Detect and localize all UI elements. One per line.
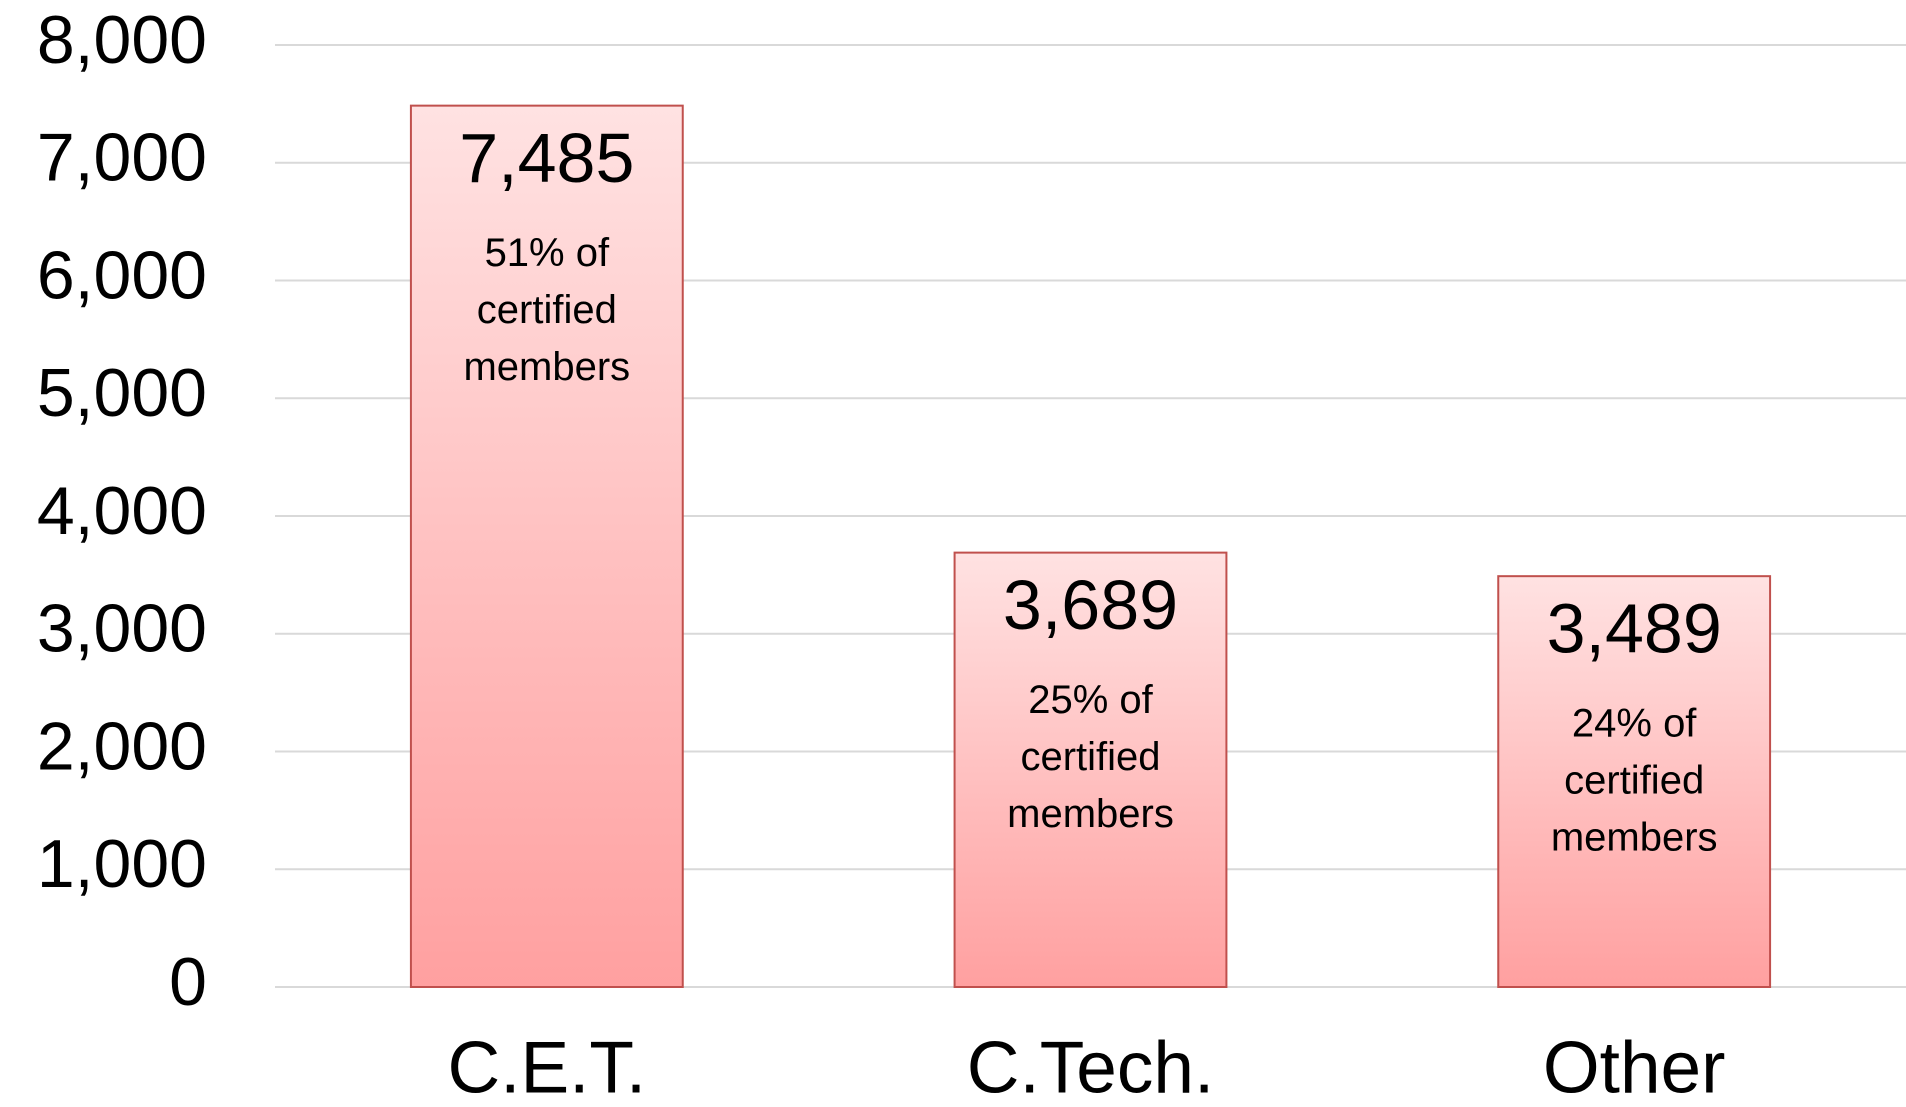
x-tick-label: C.E.T. (447, 1027, 646, 1107)
x-tick-label: Other (1543, 1027, 1726, 1107)
bar (953, 551, 1228, 988)
annotation: certified (477, 288, 617, 332)
annotation: members (1007, 792, 1174, 836)
annotation: 24% of (1572, 702, 1697, 746)
bar (1497, 575, 1772, 988)
x-tick-label: C.Tech. (967, 1027, 1214, 1107)
annotation: certified (1564, 759, 1704, 803)
bar (409, 104, 684, 989)
value-label: 3,689 (1003, 566, 1178, 644)
value-label: 3,489 (1547, 590, 1722, 668)
annotation: certified (1020, 735, 1160, 779)
y-tick-label: 5,000 (37, 355, 207, 431)
y-tick-label: 3,000 (37, 591, 207, 667)
y-tick-label: 8,000 (37, 2, 207, 78)
y-tick-label: 7,000 (37, 120, 207, 196)
y-tick-label: 1,000 (37, 826, 207, 902)
annotation: 51% of (485, 231, 610, 275)
y-tick-label: 4,000 (37, 473, 207, 549)
annotation: members (1551, 816, 1718, 860)
annotation: members (463, 345, 630, 389)
y-tick-label: 2,000 (37, 708, 207, 784)
value-label: 7,485 (459, 119, 634, 197)
annotation: 25% of (1028, 678, 1153, 722)
y-tick-label: 6,000 (37, 237, 207, 313)
y-tick-label: 0 (169, 944, 207, 1020)
